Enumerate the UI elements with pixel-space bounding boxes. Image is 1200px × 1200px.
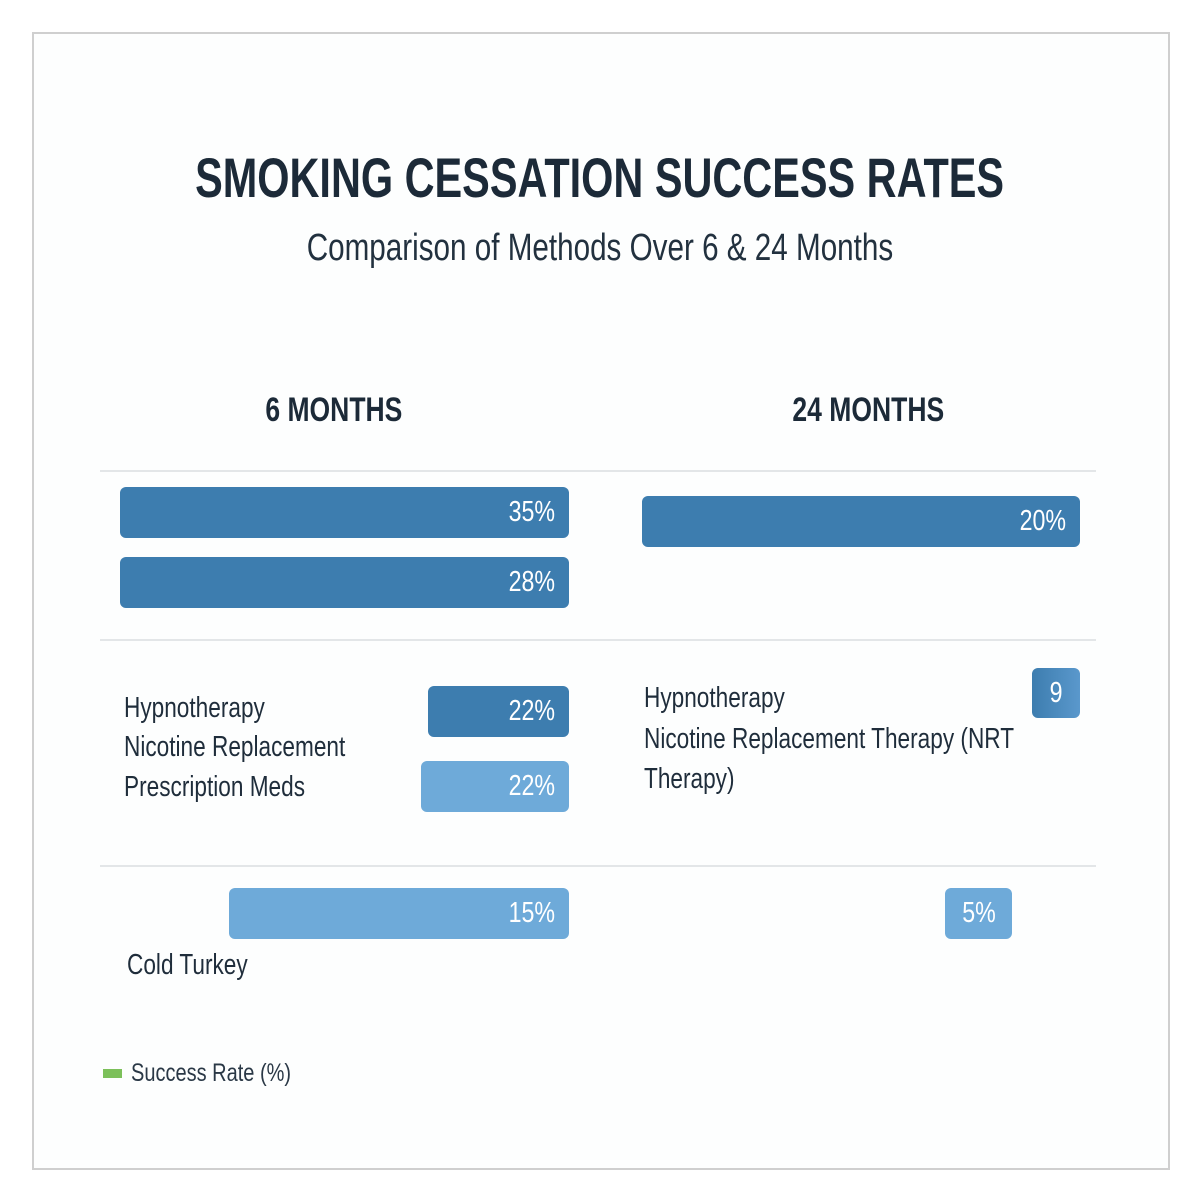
legend-label-text: Success Rate (%) xyxy=(131,1058,292,1087)
label-6m-nicotine-replacement: Nicotine Replacement xyxy=(124,727,408,767)
bar-value-label: 28% xyxy=(508,566,555,598)
divider-top xyxy=(100,470,1096,472)
chart-title: SMOKING CESSATION SUCCESS RATES xyxy=(0,146,1200,210)
legend: Success Rate (%) xyxy=(103,1056,331,1090)
label-24m-therapy: Therapy) xyxy=(644,759,760,799)
divider-middle xyxy=(100,639,1096,641)
label-text: Hypnotherapy xyxy=(124,692,265,724)
label-24m-hypnotherapy: Hypnotherapy xyxy=(644,678,825,718)
label-text: Therapy) xyxy=(644,763,735,795)
bar-24m-20: 20% xyxy=(642,496,1080,547)
label-text: Hypnotherapy xyxy=(644,682,785,714)
bar-24m-9: 9 xyxy=(1032,668,1080,718)
label-24m-nrt: Nicotine Replacement Therapy (NRT xyxy=(644,719,1118,759)
label-6m-hypnotherapy: Hypnotherapy xyxy=(124,688,305,728)
column-header-6-months-text: 6 MONTHS xyxy=(265,391,403,429)
bar-value-label: 22% xyxy=(508,770,555,802)
chart-subtitle: Comparison of Methods Over 6 & 24 Months xyxy=(0,226,1200,270)
label-6m-prescription-meds: Prescription Meds xyxy=(124,767,356,807)
bar-6m-22-light: 22% xyxy=(421,761,569,812)
legend-label: Success Rate (%) xyxy=(131,1059,331,1088)
divider-bottom xyxy=(100,865,1096,867)
bar-6m-35: 35% xyxy=(120,487,569,538)
bar-6m-22-dark: 22% xyxy=(428,686,569,737)
bar-value-label: 22% xyxy=(508,695,555,727)
legend-swatch-icon xyxy=(103,1068,122,1078)
column-header-6-months: 6 MONTHS xyxy=(134,390,534,430)
label-text: Nicotine Replacement Therapy (NRT xyxy=(644,723,1015,755)
bar-6m-15: 15% xyxy=(229,888,569,939)
column-header-24-months-text: 24 MONTHS xyxy=(792,391,944,429)
bar-value-label: 5% xyxy=(961,897,996,929)
chart-title-text: SMOKING CESSATION SUCCESS RATES xyxy=(195,146,1005,209)
bar-value-label: 9 xyxy=(1049,677,1063,709)
bar-value-label: 20% xyxy=(1019,505,1066,537)
bar-value-label: 15% xyxy=(508,897,555,929)
bar-6m-28: 28% xyxy=(120,557,569,608)
bar-24m-5: 5% xyxy=(945,888,1012,939)
label-6m-cold-turkey: Cold Turkey xyxy=(127,945,282,985)
chart-subtitle-text: Comparison of Methods Over 6 & 24 Months xyxy=(306,227,894,269)
label-text: Prescription Meds xyxy=(124,771,306,803)
label-text: Cold Turkey xyxy=(127,949,248,981)
label-text: Nicotine Replacement xyxy=(124,731,346,763)
bar-value-label: 35% xyxy=(508,496,555,528)
column-header-24-months: 24 MONTHS xyxy=(668,390,1068,430)
